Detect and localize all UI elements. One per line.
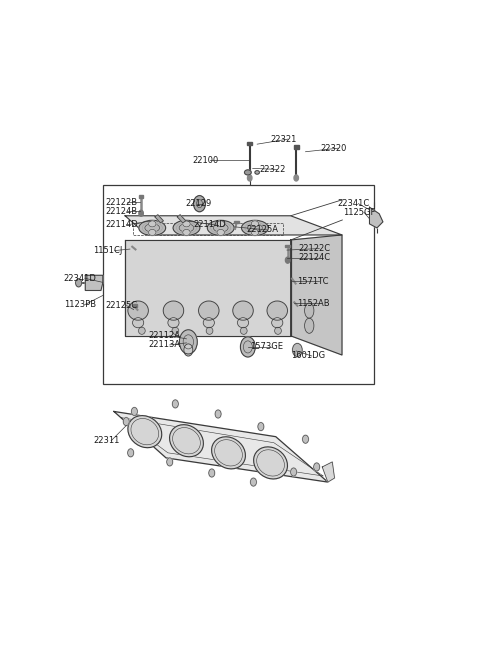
Circle shape	[290, 468, 297, 476]
Text: 1152AB: 1152AB	[297, 299, 330, 308]
Ellipse shape	[207, 220, 234, 235]
Text: 22129: 22129	[185, 199, 212, 208]
Ellipse shape	[168, 318, 179, 328]
Bar	[133, 304, 137, 307]
Text: 22122C: 22122C	[298, 244, 330, 253]
Ellipse shape	[305, 303, 314, 318]
Text: 22113A: 22113A	[148, 341, 180, 349]
Ellipse shape	[206, 328, 213, 334]
Circle shape	[215, 410, 221, 418]
Circle shape	[132, 407, 137, 415]
Text: 22124C: 22124C	[298, 253, 330, 262]
Ellipse shape	[148, 221, 156, 227]
Text: 22341C: 22341C	[337, 199, 370, 208]
Polygon shape	[177, 215, 186, 223]
Text: 22322: 22322	[259, 165, 286, 174]
Circle shape	[184, 344, 193, 356]
Ellipse shape	[233, 301, 253, 320]
Bar	[248, 141, 252, 145]
Polygon shape	[155, 215, 163, 223]
Ellipse shape	[183, 229, 190, 235]
Text: 22112A: 22112A	[148, 331, 180, 341]
Ellipse shape	[267, 301, 288, 320]
Ellipse shape	[240, 328, 247, 334]
Bar	[139, 195, 144, 198]
Ellipse shape	[253, 447, 288, 479]
Ellipse shape	[241, 220, 268, 235]
Text: 1573GE: 1573GE	[250, 343, 283, 352]
Circle shape	[292, 343, 302, 356]
Text: 22320: 22320	[321, 143, 347, 153]
Polygon shape	[290, 235, 342, 355]
Circle shape	[172, 400, 178, 408]
Circle shape	[167, 458, 173, 466]
Ellipse shape	[305, 318, 314, 333]
Ellipse shape	[275, 328, 281, 334]
Text: 22125C: 22125C	[106, 301, 137, 310]
Text: 1123PB: 1123PB	[64, 300, 96, 309]
Ellipse shape	[169, 424, 204, 457]
Circle shape	[123, 417, 129, 426]
Ellipse shape	[251, 229, 259, 235]
Bar	[294, 145, 299, 149]
Ellipse shape	[128, 301, 148, 320]
Ellipse shape	[128, 416, 162, 447]
Ellipse shape	[132, 318, 144, 328]
Ellipse shape	[183, 221, 190, 227]
Text: 1125GF: 1125GF	[343, 208, 375, 217]
Text: 22124B: 22124B	[106, 207, 137, 215]
Circle shape	[209, 469, 215, 477]
Ellipse shape	[203, 318, 215, 328]
Ellipse shape	[172, 328, 179, 334]
Text: 22114D: 22114D	[106, 220, 138, 229]
Text: 22311: 22311	[94, 436, 120, 445]
Text: 22122B: 22122B	[106, 198, 137, 207]
Ellipse shape	[163, 301, 184, 320]
Ellipse shape	[217, 229, 225, 235]
Text: 22321: 22321	[270, 135, 297, 143]
Text: 22125A: 22125A	[246, 225, 278, 234]
Circle shape	[294, 175, 299, 181]
Ellipse shape	[212, 437, 245, 469]
Bar	[234, 221, 239, 223]
Polygon shape	[85, 275, 103, 290]
Text: 22341D: 22341D	[64, 274, 96, 283]
Circle shape	[314, 463, 320, 471]
Circle shape	[128, 449, 133, 457]
Polygon shape	[322, 462, 335, 482]
Circle shape	[139, 210, 144, 216]
Ellipse shape	[238, 318, 249, 328]
Circle shape	[193, 196, 205, 212]
Circle shape	[180, 329, 197, 354]
Text: 1601DG: 1601DG	[290, 352, 325, 360]
Circle shape	[286, 257, 290, 263]
Ellipse shape	[199, 301, 219, 320]
Polygon shape	[125, 215, 342, 235]
Circle shape	[248, 175, 252, 181]
Polygon shape	[370, 207, 383, 228]
Polygon shape	[114, 411, 328, 482]
Circle shape	[302, 435, 309, 443]
Bar	[103, 185, 374, 384]
Ellipse shape	[251, 221, 259, 227]
Ellipse shape	[217, 221, 225, 227]
Ellipse shape	[255, 171, 259, 174]
Ellipse shape	[148, 229, 156, 235]
Bar	[286, 244, 290, 247]
Ellipse shape	[139, 220, 166, 235]
Text: 1151CJ: 1151CJ	[94, 246, 123, 255]
Polygon shape	[125, 240, 290, 336]
Text: 22114D: 22114D	[193, 220, 226, 229]
Circle shape	[240, 337, 255, 357]
Ellipse shape	[272, 318, 283, 328]
Circle shape	[251, 478, 256, 486]
Text: 1571TC: 1571TC	[297, 277, 329, 286]
Text: 22100: 22100	[192, 156, 218, 165]
Circle shape	[258, 422, 264, 430]
Circle shape	[76, 279, 82, 287]
Ellipse shape	[139, 328, 145, 334]
Ellipse shape	[244, 170, 251, 175]
Ellipse shape	[173, 220, 200, 235]
